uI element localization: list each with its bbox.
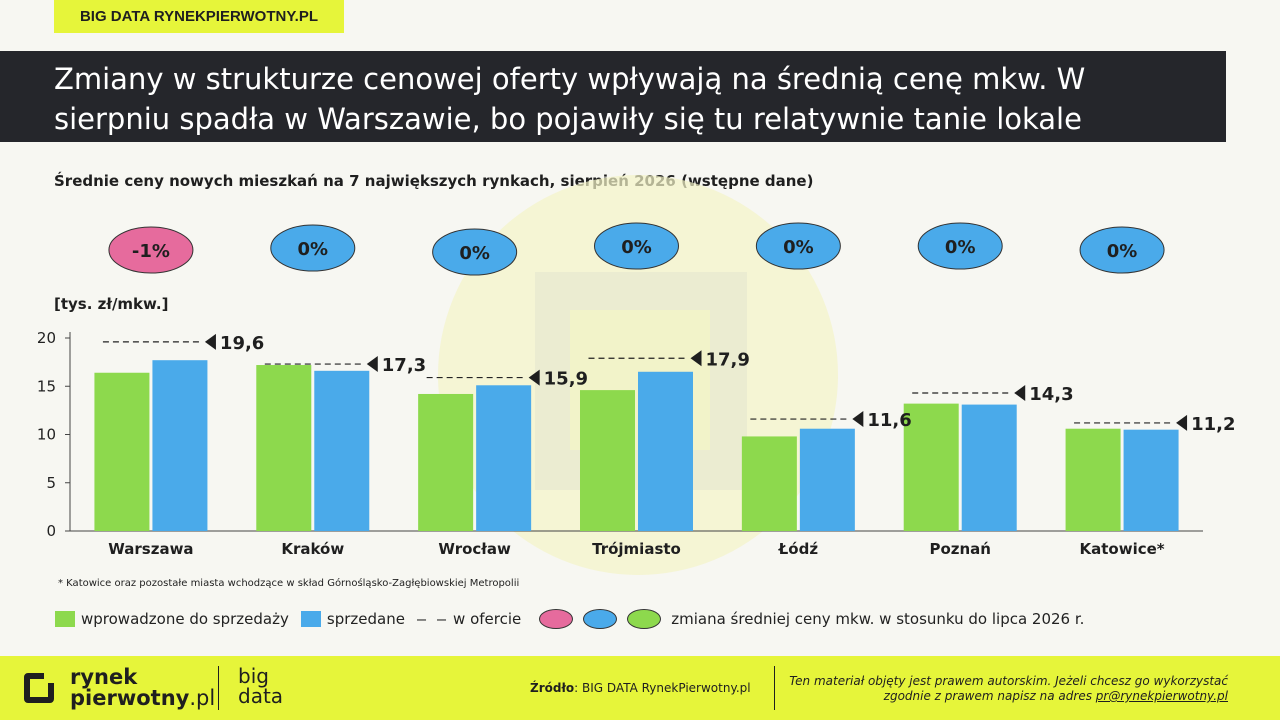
- legend-item-offer: – – w ofercie: [417, 610, 521, 628]
- bigdata-text-line2: data: [238, 684, 284, 708]
- source-text: : BIG DATA RynekPierwotny.pl: [574, 681, 751, 695]
- y-axis-unit-label: [tys. zł/mkw.]: [54, 295, 169, 313]
- logo-text-line2: pierwotny.pl: [70, 687, 215, 709]
- offer-value-label: 11,6: [867, 410, 911, 431]
- logo-text-pl: .pl: [189, 686, 216, 710]
- legend-label-change: zmiana średniej ceny mkw. w stosunku do …: [671, 610, 1085, 628]
- legend-label-introduced: wprowadzone do sprzedaży: [81, 610, 289, 628]
- offer-marker: [366, 356, 378, 373]
- bar-sold: [152, 360, 208, 531]
- footer-divider-2: [774, 666, 775, 710]
- x-category-label: Warszawa: [108, 540, 193, 558]
- bar-sold: [638, 371, 693, 531]
- offer-marker: [690, 350, 702, 367]
- legend-swatch-blue: [300, 611, 321, 627]
- bar-introduced: [1065, 428, 1121, 531]
- logo-text-pierwotny: pierwotny: [70, 686, 190, 710]
- offer-marker: [528, 369, 540, 386]
- legend-item-introduced: wprowadzone do sprzedaży: [55, 610, 289, 628]
- bar-sold: [961, 404, 1017, 531]
- change-value-label: 0%: [945, 237, 976, 258]
- legend-ellipse-green: [627, 609, 662, 629]
- logo-icon: [24, 673, 54, 703]
- offer-marker: [204, 333, 216, 350]
- copyright-line2-text: zgodnie z prawem napisz na adres: [883, 689, 1096, 703]
- change-ellipse: [108, 226, 194, 274]
- offer-value-label: 14,3: [1029, 384, 1073, 405]
- title-line-1: Zmiany w strukturze cenowej oferty wpływ…: [54, 62, 1086, 96]
- offer-value-label: 17,9: [706, 349, 750, 370]
- change-ellipse: [917, 222, 1003, 270]
- x-category-label: Katowice*: [1080, 540, 1165, 558]
- legend-dash-symbol: – –: [416, 610, 448, 628]
- x-category-label: Trójmiasto: [592, 540, 681, 558]
- offer-marker: [852, 411, 864, 428]
- change-value-label: 0%: [783, 237, 814, 258]
- change-value-label: 0%: [1107, 241, 1138, 262]
- legend: wprowadzone do sprzedaży sprzedane – – w…: [55, 604, 1084, 634]
- logo-text-line1: rynek: [70, 665, 138, 689]
- offer-value-label: 15,9: [544, 369, 588, 390]
- legend-label-sold: sprzedane: [326, 610, 405, 628]
- copyright-line2: zgodnie z prawem napisz na adres pr@ryne…: [768, 689, 1228, 704]
- bar-sold: [1123, 429, 1179, 531]
- bar-sold: [476, 385, 532, 531]
- source-bold: Źródło: [530, 681, 575, 695]
- bar-introduced: [418, 393, 474, 531]
- x-category-label: Kraków: [281, 540, 344, 558]
- footer-divider: [218, 666, 219, 710]
- change-ellipse: [1079, 226, 1165, 274]
- page-title: Zmiany w strukturze cenowej oferty wpływ…: [0, 51, 1226, 142]
- bar-introduced: [741, 436, 797, 531]
- change-ellipse: [755, 222, 841, 270]
- y-tick-label: 5: [46, 474, 56, 492]
- change-value-label: 0%: [298, 239, 329, 260]
- change-value-label: 0%: [459, 243, 490, 264]
- bar-introduced: [94, 372, 150, 531]
- footnote: * Katowice oraz pozostałe miasta wchodzą…: [58, 578, 520, 589]
- change-value-label: 0%: [621, 237, 652, 258]
- change-ellipse: [594, 222, 679, 270]
- x-category-label: Wrocław: [438, 540, 511, 558]
- legend-label-offer: w ofercie: [453, 610, 522, 628]
- copyright-email-link[interactable]: pr@rynekpierwotny.pl: [1095, 689, 1228, 703]
- offer-value-label: 11,2: [1191, 414, 1235, 435]
- footer: rynek pierwotny.pl big data Źródło: BIG …: [0, 656, 1280, 720]
- bar-introduced: [580, 390, 635, 531]
- offer-value-label: 19,6: [220, 333, 264, 354]
- change-value-label: -1%: [132, 241, 170, 262]
- y-tick-label: 10: [37, 426, 56, 444]
- brand-tag: BIG DATA RYNEKPIERWOTNY.PL: [54, 0, 344, 33]
- x-category-label: Poznań: [929, 540, 991, 558]
- change-ellipse: [432, 228, 518, 276]
- offer-marker: [1014, 385, 1026, 402]
- change-ellipse: [270, 224, 356, 272]
- bar-introduced: [256, 365, 312, 531]
- bar-introduced: [903, 403, 959, 531]
- bar-chart: -1% 0% 0% 0% 0% 0% 0% 0 5 10 15 20 19,6 17,3 15,9 17,…: [37, 175, 1235, 575]
- x-category-label: Łódź: [778, 540, 819, 558]
- copyright-line1: Ten materiał objęty jest prawem autorski…: [789, 674, 1228, 688]
- title-line-2: sierpniu spadła w Warszawie, bo pojawiły…: [54, 102, 1082, 136]
- source-note: Źródło: BIG DATA RynekPierwotny.pl: [530, 681, 751, 695]
- bar-sold: [799, 428, 855, 531]
- copyright-note: Ten materiał objęty jest prawem autorski…: [768, 674, 1228, 704]
- offer-marker: [1176, 414, 1188, 431]
- legend-item-sold: sprzedane: [300, 610, 405, 628]
- y-tick-label: 0: [46, 522, 56, 540]
- y-tick-label: 20: [37, 329, 56, 347]
- legend-ellipse-blue: [583, 609, 618, 629]
- offer-value-label: 17,3: [382, 355, 426, 376]
- y-tick-label: 15: [37, 377, 56, 395]
- bar-sold: [314, 370, 370, 531]
- legend-ellipse-pink: [539, 609, 574, 629]
- bigdata-text-line1: big: [238, 664, 269, 688]
- legend-swatch-green: [55, 611, 75, 627]
